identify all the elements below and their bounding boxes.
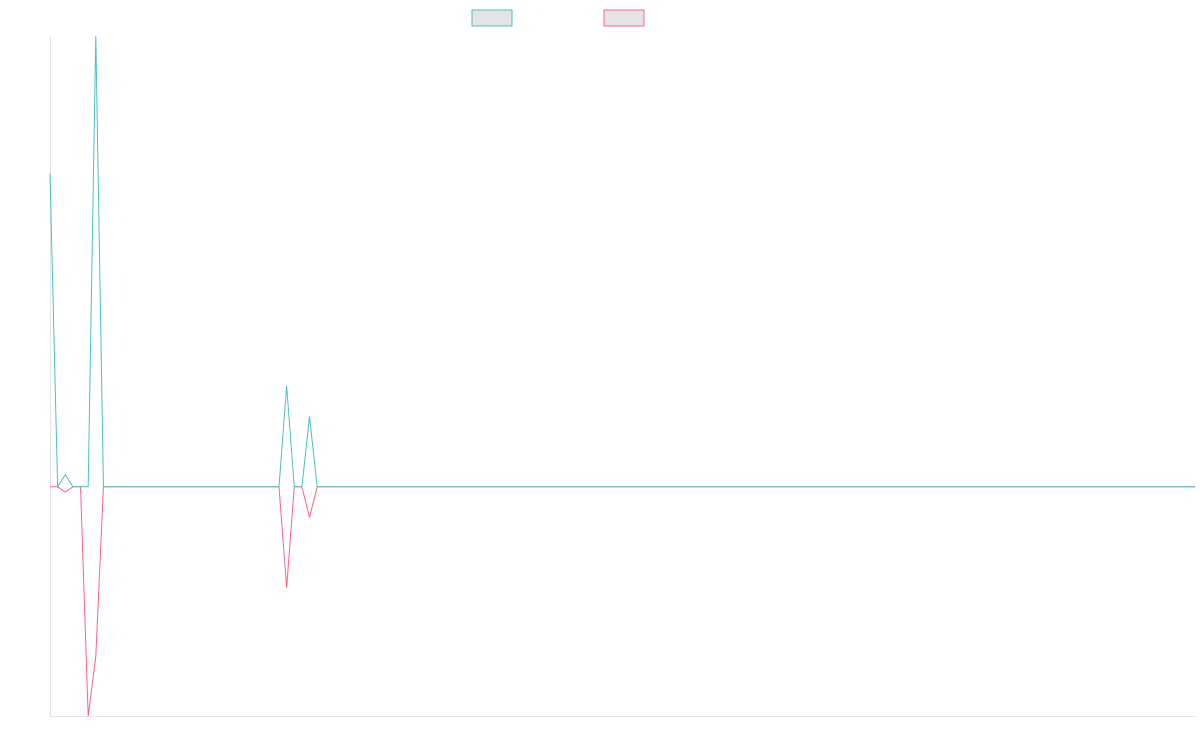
- chart-legend: [471, 9, 645, 27]
- legend-swatch-series-1[interactable]: [471, 9, 513, 27]
- legend-swatch-series-2[interactable]: [603, 9, 645, 27]
- series-line-2: [50, 486, 1195, 717]
- series-line-1: [49, 35, 1195, 489]
- series-layer: [49, 35, 1195, 717]
